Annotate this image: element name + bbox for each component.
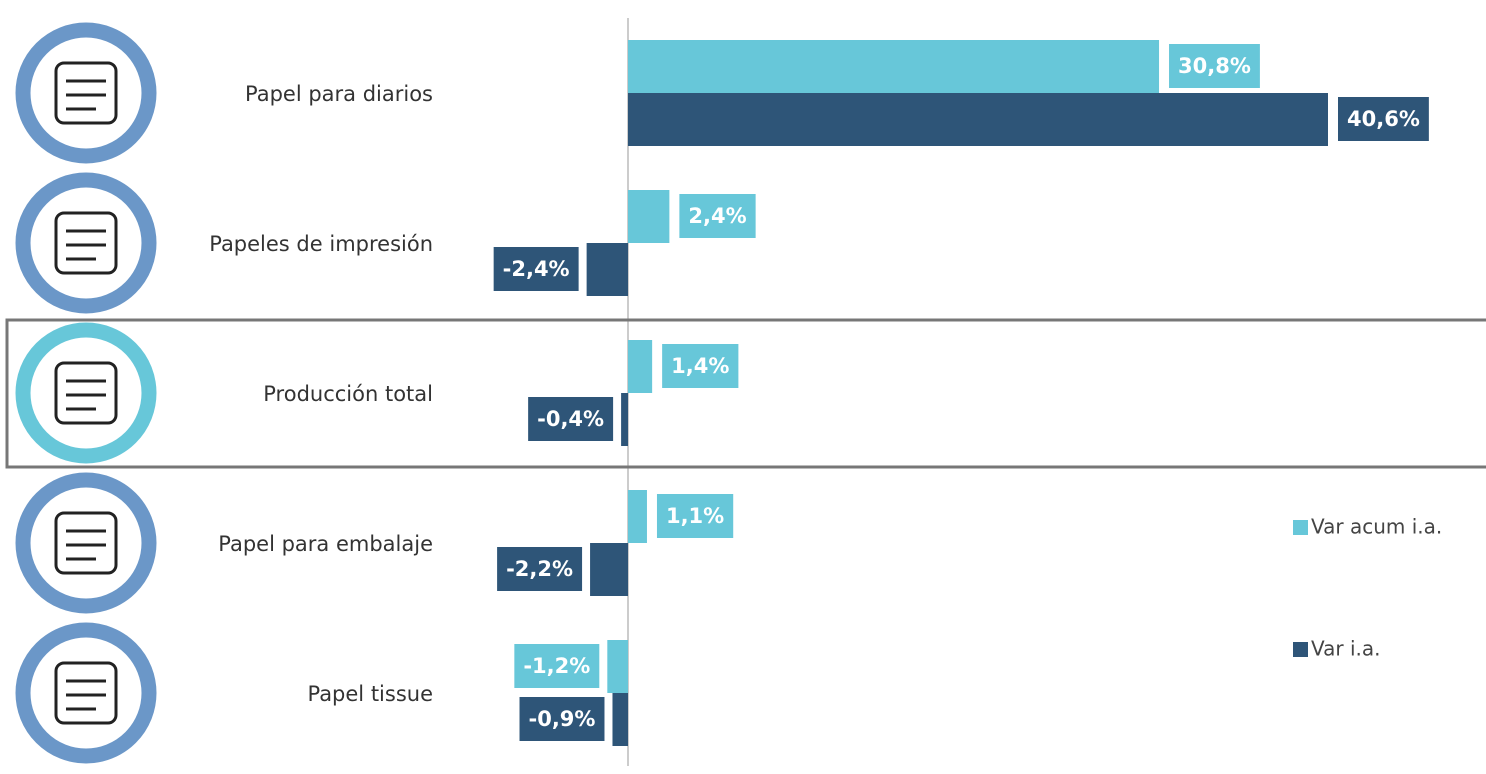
value-label: 2,4%: [688, 204, 746, 228]
icon: [54, 661, 118, 725]
value-label-group: -0,4%: [528, 397, 614, 441]
value-label: -2,2%: [506, 557, 573, 581]
value-label-box: [1338, 97, 1429, 141]
value-label-box: [497, 547, 583, 591]
bar: [586, 243, 628, 296]
category-label: Producción total: [263, 382, 433, 406]
legend-swatch: [1293, 642, 1308, 657]
value-label: -2,4%: [503, 257, 570, 281]
category-label: Papel para embalaje: [218, 532, 433, 556]
highlight-box: [5, 318, 1486, 469]
value-label: 30,8%: [1178, 54, 1251, 78]
bar: [590, 543, 628, 596]
bar: [612, 693, 628, 746]
value-label: -0,4%: [537, 407, 604, 431]
value-label-group: -2,2%: [497, 547, 583, 591]
bar: [607, 640, 628, 693]
value-label-box: [679, 194, 756, 238]
legend-swatch: [1293, 520, 1308, 535]
value-label: -0,9%: [529, 707, 596, 731]
icon-ring: [15, 322, 157, 464]
icon-ring: [15, 22, 157, 164]
icon: [54, 61, 118, 125]
value-label-box: [528, 397, 614, 441]
icon-ring: [15, 622, 157, 764]
bar: [628, 490, 647, 543]
value-label: 1,4%: [671, 354, 729, 378]
value-label-box: [519, 697, 605, 741]
bar: [628, 340, 653, 393]
legend-label: Var i.a.: [1311, 637, 1381, 661]
value-label-group: 40,6%: [1338, 97, 1429, 141]
icon: [54, 511, 118, 575]
value-label: -1,2%: [523, 654, 590, 678]
value-label-group: 1,4%: [662, 344, 739, 388]
value-label-box: [662, 344, 739, 388]
value-label: 1,1%: [666, 504, 724, 528]
bar: [621, 393, 628, 446]
bar: [628, 40, 1160, 93]
icon: [54, 361, 118, 425]
value-label-group: -1,2%: [514, 644, 600, 688]
bar: [628, 93, 1328, 146]
bar: [628, 190, 670, 243]
value-label-box: [514, 644, 600, 688]
icon: [54, 211, 118, 275]
icon-ring: [15, 472, 157, 614]
value-label-group: -0,9%: [519, 697, 605, 741]
value-label-group: 1,1%: [656, 494, 734, 538]
icon-ring: [15, 172, 157, 314]
category-label: Papel para diarios: [245, 82, 433, 106]
value-label-group: -2,4%: [493, 247, 579, 291]
legend-label: Var acum i.a.: [1311, 515, 1442, 539]
value-label-box: [1169, 44, 1260, 88]
value-label: 40,6%: [1347, 107, 1420, 131]
value-label-group: 30,8%: [1169, 44, 1260, 88]
category-label: Papel tissue: [307, 682, 433, 706]
value-label-group: 2,4%: [679, 194, 756, 238]
value-label-box: [656, 494, 734, 538]
value-label-box: [493, 247, 579, 291]
category-label: Papeles de impresión: [209, 232, 433, 256]
